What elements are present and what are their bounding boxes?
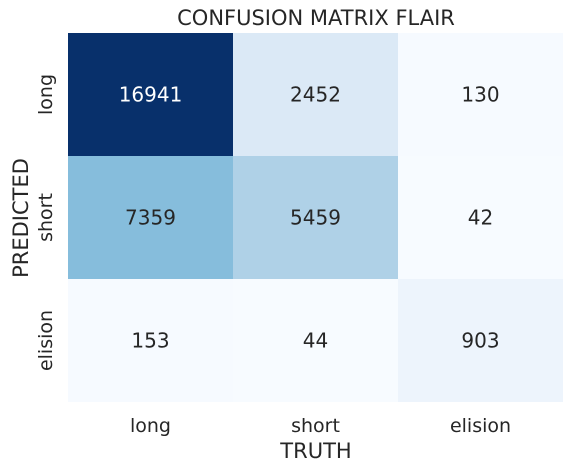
heatmap-cell	[68, 156, 233, 279]
cell-value-label: 130	[461, 83, 499, 107]
heatmap-cell	[233, 33, 398, 156]
x-axis-label: TRUTH	[279, 439, 351, 463]
cell-value-label: 5459	[290, 206, 341, 230]
heatmap-cell	[233, 156, 398, 279]
y-tick-labels: long short elision	[35, 74, 57, 371]
y-tick-label: long	[35, 74, 57, 115]
cell-value-label: 903	[461, 329, 499, 353]
y-tick-label: short	[35, 193, 57, 242]
heatmap-cell	[398, 156, 563, 279]
x-tick-label: long	[130, 415, 171, 437]
cell-value-label: 153	[131, 329, 169, 353]
y-tick-label: elision	[35, 310, 57, 371]
cell-value-label: 42	[468, 206, 493, 230]
y-axis-label: PREDICTED	[9, 158, 33, 278]
heatmap-cells	[68, 33, 563, 402]
cell-value-label: 16941	[119, 83, 183, 107]
chart-title: CONFUSION MATRIX FLAIR	[177, 6, 455, 30]
cell-value-label: 44	[303, 329, 328, 353]
heatmap-cell	[398, 33, 563, 156]
cell-value-label: 2452	[290, 83, 341, 107]
heatmap-cell	[68, 33, 233, 156]
heatmap-cell	[398, 279, 563, 402]
x-tick-label: elision	[450, 415, 511, 437]
heatmap-cell	[68, 279, 233, 402]
heatmap-cell	[233, 279, 398, 402]
x-tick-labels: long short elision	[130, 415, 511, 437]
x-tick-label: short	[291, 415, 340, 437]
cell-value-labels: 16941 2452 130 7359 5459 42 153 44 903	[119, 83, 500, 353]
cell-value-label: 7359	[125, 206, 176, 230]
